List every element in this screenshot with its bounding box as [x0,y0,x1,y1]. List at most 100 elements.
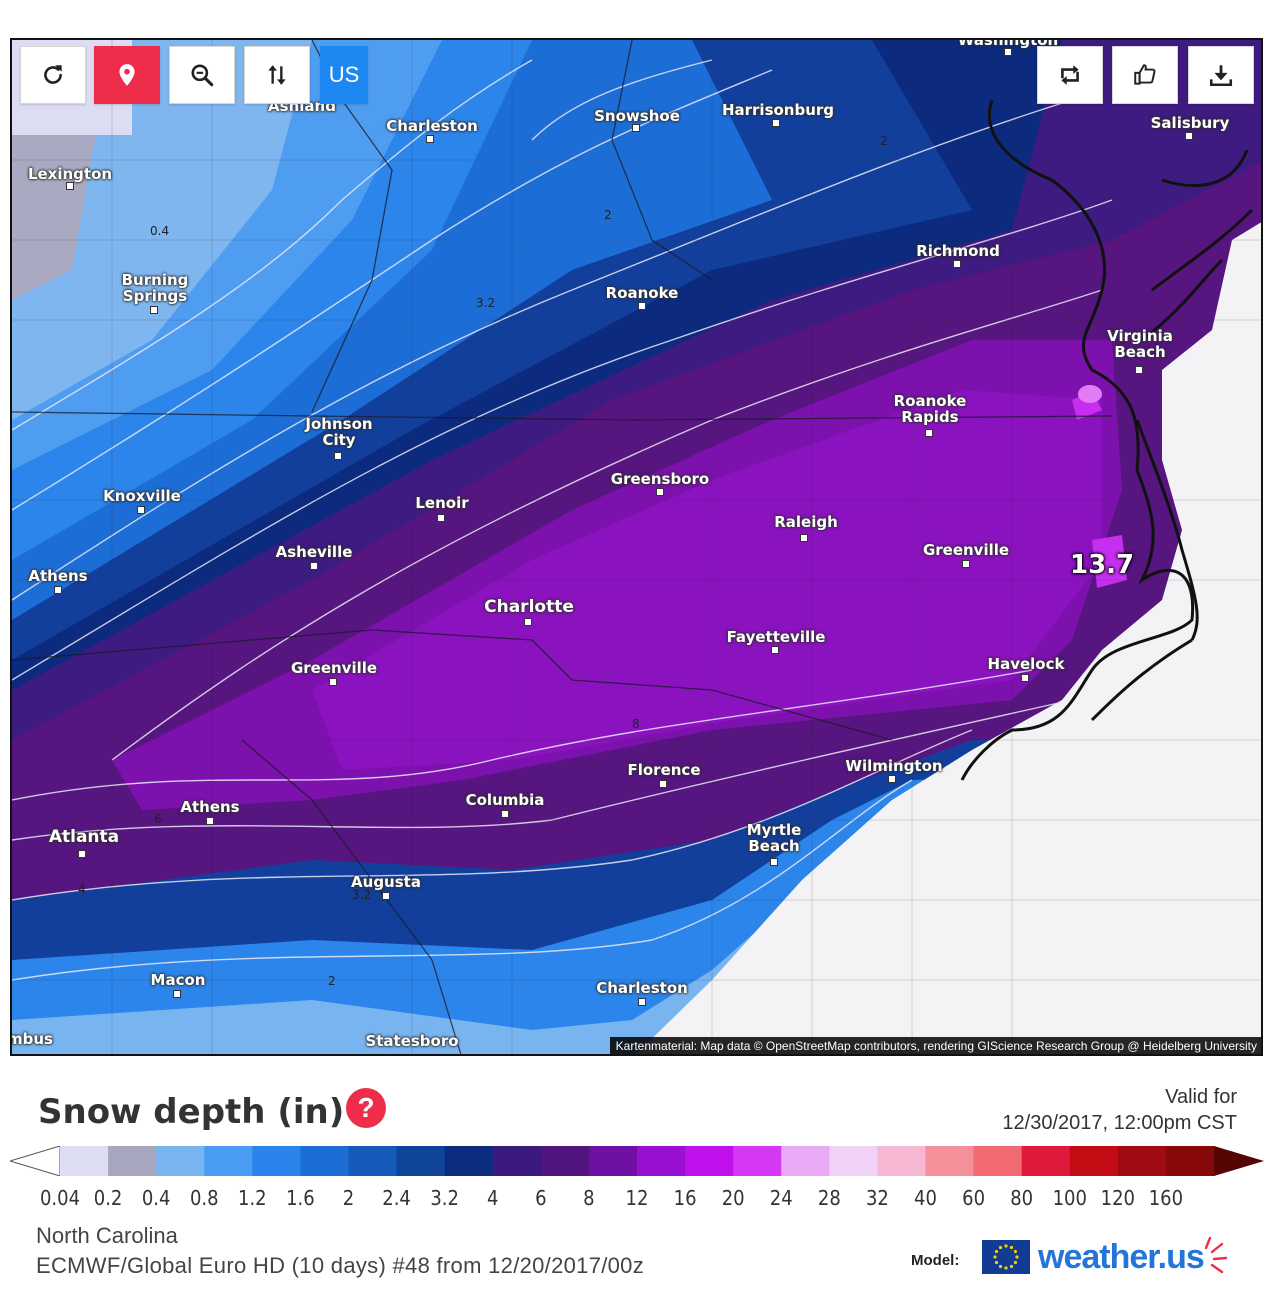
share-button[interactable] [1037,46,1103,104]
refresh-button[interactable] [20,46,86,104]
city-dot [772,119,780,127]
help-icon[interactable]: ? [346,1088,386,1128]
city-dot [925,429,933,437]
map-attribution: Kartenmaterial: Map data © OpenStreetMap… [609,1037,1261,1054]
valid-time-block: Valid for 12/30/2017, 12:00pm CST [1002,1084,1237,1136]
legend-swatch [829,1146,878,1176]
legend-arrow-high [1214,1146,1264,1176]
legend-swatch [1021,1146,1071,1176]
legend-tick-label: 120 [1100,1186,1135,1210]
legend-swatch [1069,1146,1119,1176]
city-dot [656,488,664,496]
legend-tick-label: 0.2 [93,1186,123,1210]
legend-tick-label: 4 [487,1186,499,1210]
legend-tick-label: 32 [865,1186,889,1210]
legend-tick-label: 0.04 [39,1186,81,1210]
city-dot [78,850,86,858]
city-dot [173,990,181,998]
model-label: Model: [911,1252,960,1269]
legend-tick-label: 16 [673,1186,697,1210]
download-button[interactable] [1188,46,1254,104]
city-dot [329,678,337,686]
sun-rays-icon [1204,1236,1227,1274]
legend-swatch [156,1146,205,1176]
eu-flag-icon [982,1240,1030,1274]
brand-name: weather.us [1038,1237,1205,1276]
legend-swatch [781,1146,830,1176]
region-button[interactable]: US [320,46,368,104]
coastline [960,99,1254,781]
location-button[interactable] [94,46,160,104]
legend-tick-label: 0.4 [141,1186,171,1210]
location-pin-icon [119,64,135,86]
city-dot [426,135,434,143]
legend-swatch [925,1146,975,1176]
ocean-area [636,222,1261,1054]
legend-tick-label: 2 [342,1186,355,1210]
max-value-label: 13.7 [1070,550,1135,580]
legend-swatch [1165,1146,1215,1176]
legend-tick-label: 60 [962,1186,986,1210]
city-dot [334,452,342,460]
city-dot [206,817,214,825]
legend-swatch [973,1146,1023,1176]
city-dot [437,514,445,522]
city-dot [638,998,646,1006]
city-dot [888,775,896,783]
legend-swatch [396,1146,446,1176]
city-dot [962,560,970,568]
city-dot [638,302,646,310]
sort-arrows-icon [268,65,286,85]
legend-tick-label: 80 [1010,1186,1034,1210]
legend-swatch [637,1146,686,1176]
legend-swatch [733,1146,782,1176]
legend-swatch [444,1146,494,1176]
band-12-inner [312,390,1102,770]
city-dot [150,306,158,314]
brand-logo[interactable]: weather.us [982,1234,1234,1280]
contour-lines [12,59,1113,981]
legend-swatch [60,1146,109,1176]
legend-swatch [877,1146,926,1176]
retweet-share-icon [1061,65,1079,85]
city-dot [382,892,390,900]
model-run-info: ECMWF/Global Euro HD (10 days) #48 from … [36,1253,645,1278]
legend-swatch [108,1146,157,1176]
legend-swatch [540,1146,590,1176]
legend-swatch [300,1146,349,1176]
legend-tick-label: 1.2 [238,1186,267,1210]
snow-depth-map[interactable]: 0.4 3.2 2 2 8 6 4 3.2 2 Lexington Ashlan… [10,38,1263,1056]
city-dot [659,780,667,788]
city-dot [1021,674,1029,682]
city-dot [953,260,961,268]
city-dot [770,858,778,866]
map-canvas[interactable] [12,40,1263,1056]
legend-swatch [492,1146,542,1176]
refresh-icon [44,65,62,84]
legend-tick-label: 20 [721,1186,745,1210]
legend-swatch [348,1146,398,1176]
valid-for-label: Valid for [1165,1086,1237,1108]
sort-button[interactable] [244,46,310,104]
boundary-lines [12,40,1113,1054]
like-button[interactable] [1112,46,1178,104]
city-dot [1135,366,1143,374]
legend-swatch [588,1146,638,1176]
download-icon [1209,65,1233,87]
zoom-out-button[interactable] [169,46,235,104]
legend-swatch [1117,1146,1167,1176]
legend-tick-label: 24 [769,1186,793,1210]
city-dot [1185,132,1193,140]
legend-arrow-low [10,1146,61,1176]
legend-tick-label: 100 [1052,1186,1087,1210]
city-dot [632,124,640,132]
legend-swatch [252,1146,301,1176]
region-name: North Carolina [36,1223,178,1248]
legend-tick-label: 6 [535,1186,547,1210]
city-dot [1004,48,1012,56]
city-dot [524,618,532,626]
legend-tick-label: 8 [583,1186,595,1210]
legend-tick-label: 2.4 [382,1186,411,1210]
legend-tick-label: 28 [817,1186,841,1210]
city-dot [310,562,318,570]
